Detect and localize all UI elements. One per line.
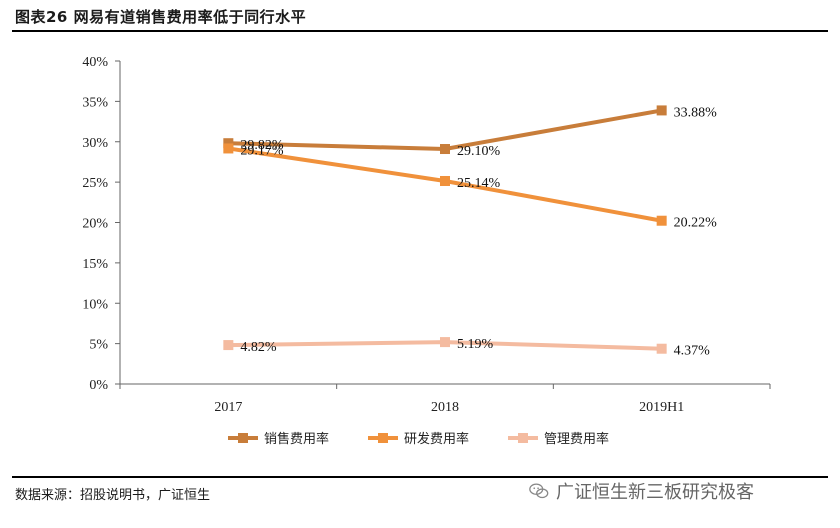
legend-label: 研发费用率 [404, 431, 469, 447]
y-tick-label: 30% [82, 136, 108, 151]
y-tick-label: 35% [82, 95, 108, 110]
data-label: 29.10% [457, 144, 501, 159]
data-point [656, 343, 667, 354]
chart-title: 图表26 网易有道销售费用率低于同行水平 [15, 8, 307, 26]
y-tick-label: 0% [89, 378, 108, 393]
data-point [656, 105, 667, 116]
x-tick-label: 2018 [431, 400, 459, 415]
legend-swatch-marker [518, 433, 528, 443]
data-point [223, 340, 234, 351]
watermark: 广证恒生新三板研究极客 [528, 478, 754, 504]
data-label: 5.19% [457, 337, 494, 352]
data-label: 25.14% [457, 176, 501, 191]
top-rule [12, 30, 828, 32]
x-tick-label: 2017 [214, 400, 242, 415]
legend-swatch-marker [378, 433, 388, 443]
wechat-icon [529, 483, 549, 499]
data-point [656, 215, 667, 226]
data-point [440, 144, 450, 155]
data-point [223, 143, 234, 154]
legend-swatch-marker [238, 433, 248, 443]
source-note: 数据来源：招股说明书，广证恒生 [15, 488, 211, 503]
legend-label: 销售费用率 [264, 431, 329, 447]
series-line [228, 108, 663, 152]
bottom-rule [12, 476, 828, 478]
data-label: 29.17% [240, 143, 283, 158]
data-label: 20.22% [674, 216, 718, 231]
line-chart: 0% 5% 10% 15% 20% 25% 30% 35% 40% 2017 2018 2019H1 2… [82, 55, 771, 447]
y-tick-label: 40% [82, 55, 108, 70]
data-point [223, 138, 234, 149]
y-tick-label: 25% [82, 176, 108, 191]
data-label: 4.37% [674, 344, 711, 359]
y-tick-label: 15% [82, 257, 108, 272]
x-tick-label: 2019H1 [639, 400, 684, 415]
y-tick-label: 20% [82, 217, 108, 232]
data-point [440, 337, 450, 348]
data-label: 33.88% [674, 105, 718, 120]
watermark-text: 广证恒生新三板研究极客 [556, 482, 754, 503]
y-tick-label: 10% [82, 297, 108, 312]
legend-label: 管理费用率 [544, 431, 609, 447]
data-label: 4.82% [240, 340, 276, 355]
data-point [440, 175, 450, 186]
y-tick-label: 5% [89, 338, 108, 353]
data-label: 29.82% [240, 138, 283, 153]
